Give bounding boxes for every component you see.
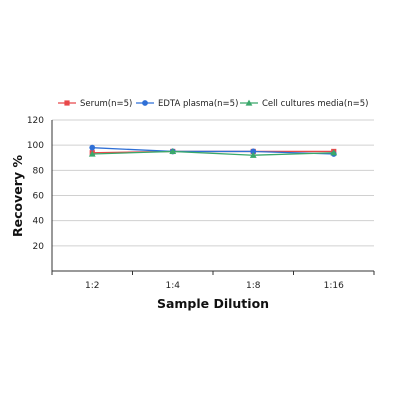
legend-marker (142, 100, 148, 106)
legend-label: Cell cultures media(n=5) (262, 99, 368, 109)
data-point (169, 148, 177, 155)
y-tick-label: 120 (27, 116, 44, 126)
legend-item: EDTA plasma(n=5) (136, 99, 238, 109)
data-point (250, 148, 257, 155)
x-tick-labels: 1:2 1:4 1:8 1:16 (85, 281, 344, 291)
series-group (88, 144, 338, 158)
grid-lines (52, 119, 374, 247)
x-tick-label: 1:2 (85, 281, 99, 291)
legend-item: Cell cultures media(n=5) (240, 99, 368, 109)
x-tick-label: 1:4 (166, 281, 181, 291)
y-tick-labels: 20 40 60 80 100 120 (27, 116, 44, 252)
y-axis-title: Recovery % (10, 155, 25, 237)
y-tick-label: 100 (27, 141, 44, 151)
data-point (88, 150, 96, 157)
y-tick-label: 80 (33, 166, 45, 176)
legend-label: Serum(n=5) (80, 99, 132, 109)
y-tick-label: 20 (33, 242, 45, 252)
legend-item: Serum(n=5) (58, 99, 132, 109)
data-point (89, 144, 96, 151)
legend: Serum(n=5) EDTA plasma(n=5) Cell cultures … (58, 99, 368, 109)
data-point (330, 149, 338, 156)
y-tick-label: 40 (33, 217, 45, 227)
axes (51, 120, 375, 275)
series-line (92, 150, 334, 156)
legend-label: EDTA plasma(n=5) (158, 99, 238, 109)
legend-marker (245, 99, 253, 106)
data-point (249, 151, 257, 158)
x-tick-label: 1:8 (246, 281, 261, 291)
y-tick-label: 60 (33, 192, 45, 202)
series-3 (88, 148, 338, 158)
legend-marker (64, 100, 70, 106)
series-line (92, 147, 334, 155)
x-axis-title: Sample Dilution (157, 296, 269, 311)
x-tick-label: 1:16 (324, 281, 344, 291)
